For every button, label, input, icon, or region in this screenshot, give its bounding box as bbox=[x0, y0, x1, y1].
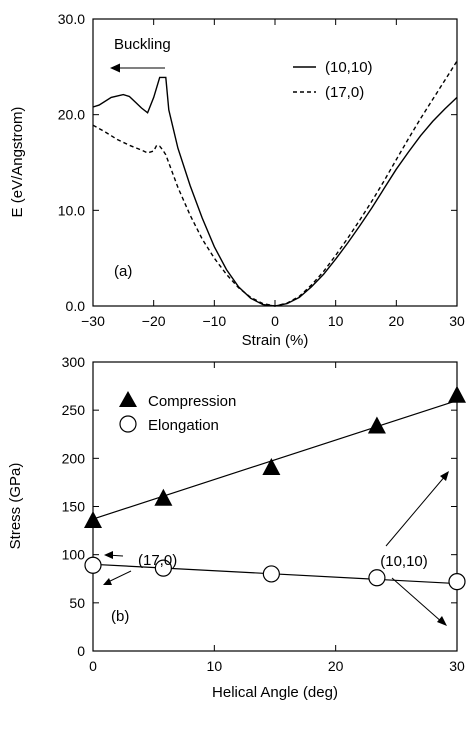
elongation-data-point bbox=[368, 569, 386, 587]
a-x-tick-label: −20 bbox=[142, 313, 166, 329]
legend-elongation-label: Elongation bbox=[148, 417, 219, 434]
annotation-17-0-arrowhead-upper bbox=[104, 551, 113, 559]
panel-b-x-axis-label: Helical Angle (deg) bbox=[212, 684, 338, 701]
b-y-tick-label: 200 bbox=[62, 450, 86, 466]
compression-data-point bbox=[262, 457, 281, 475]
b-y-tick-label: 0 bbox=[77, 643, 85, 659]
legend-compression-label: Compression bbox=[148, 393, 236, 410]
b-x-tick-label: 20 bbox=[328, 658, 344, 674]
legend-compression-marker bbox=[119, 391, 137, 407]
panel-b-y-ticks: 0 50 100 150 200 250 300 bbox=[62, 354, 457, 659]
panel-b: 0 10 20 30 0 50 100 150 200 250 300 Helical Angle… bbox=[7, 354, 466, 701]
a-x-tick-label: 0 bbox=[271, 313, 279, 329]
a-y-tick-label: 0.0 bbox=[66, 298, 86, 314]
annotation-10-10-arrow-upper bbox=[385, 474, 447, 547]
panel-a-y-ticks: 0.0 10.0 20.0 30.0 bbox=[58, 11, 457, 314]
b-y-tick-label: 250 bbox=[62, 402, 86, 418]
b-y-tick-label: 100 bbox=[62, 547, 86, 563]
a-x-tick-label: 30 bbox=[449, 313, 465, 329]
compression-fit-line bbox=[92, 399, 458, 520]
a-y-tick-label: 30.0 bbox=[58, 11, 85, 27]
b-x-tick-label: 0 bbox=[89, 658, 97, 674]
a-x-tick-label: 20 bbox=[389, 313, 405, 329]
b-y-tick-label: 150 bbox=[62, 499, 86, 515]
a-x-tick-label: −30 bbox=[81, 313, 105, 329]
annotation-10-10-arrowhead-upper bbox=[440, 471, 449, 481]
b-y-tick-label: 300 bbox=[62, 354, 86, 370]
legend-17-0-label: (17,0) bbox=[325, 84, 364, 101]
annotation-17-0-label: (17,0) bbox=[138, 552, 177, 569]
legend-10-10-label: (10,10) bbox=[325, 59, 373, 76]
compression-markers bbox=[84, 385, 466, 528]
compression-data-point bbox=[448, 385, 466, 403]
buckling-annotation: Buckling bbox=[114, 36, 171, 53]
annotation-17-0-arrowhead-lower bbox=[103, 578, 112, 585]
a-y-tick-label: 10.0 bbox=[58, 202, 85, 218]
legend-elongation-marker bbox=[119, 415, 137, 433]
annotation-10-10-label: (10,10) bbox=[380, 553, 428, 570]
b-x-tick-label: 10 bbox=[207, 658, 223, 674]
panel-a-legend: (10,10) (17,0) bbox=[293, 59, 373, 101]
elongation-data-point bbox=[154, 559, 172, 577]
a-x-tick-label: −10 bbox=[202, 313, 226, 329]
panel-a-tag: (a) bbox=[114, 263, 132, 280]
panel-a-x-ticks: −30 −20 −10 0 10 20 30 bbox=[81, 19, 465, 329]
b-y-tick-label: 50 bbox=[69, 595, 85, 611]
buckling-arrowhead bbox=[110, 63, 120, 73]
annotation-10-10-arrowhead-lower bbox=[437, 616, 447, 626]
panel-a: −30 −20 −10 0 10 20 30 0.0 10.0 20.0 30.0 Strain … bbox=[9, 11, 465, 349]
panel-a-series-17-0-line bbox=[92, 60, 458, 307]
compression-data-point bbox=[154, 488, 173, 506]
elongation-data-point bbox=[262, 565, 280, 583]
panel-a-x-axis-label: Strain (%) bbox=[242, 332, 309, 349]
elongation-data-point bbox=[84, 556, 102, 574]
panel-b-tag: (b) bbox=[111, 608, 129, 625]
b-x-tick-label: 30 bbox=[449, 658, 465, 674]
panel-a-y-axis-label: E (eV/Angstrom) bbox=[9, 107, 26, 218]
compression-data-point bbox=[84, 510, 102, 528]
a-x-tick-label: 10 bbox=[328, 313, 344, 329]
elongation-data-point bbox=[448, 573, 466, 591]
panel-b-y-axis-label: Stress (GPa) bbox=[7, 463, 24, 550]
a-y-tick-label: 20.0 bbox=[58, 107, 85, 123]
elongation-markers bbox=[84, 556, 466, 591]
panel-b-x-ticks: 0 10 20 30 bbox=[89, 362, 465, 674]
compression-data-point bbox=[367, 416, 386, 434]
panel-a-plot-frame bbox=[92, 18, 458, 307]
panel-b-legend: Compression Elongation bbox=[119, 391, 236, 434]
panel-a-series-10-10-line bbox=[92, 76, 458, 307]
annotation-10-10-arrow-lower bbox=[391, 577, 444, 624]
